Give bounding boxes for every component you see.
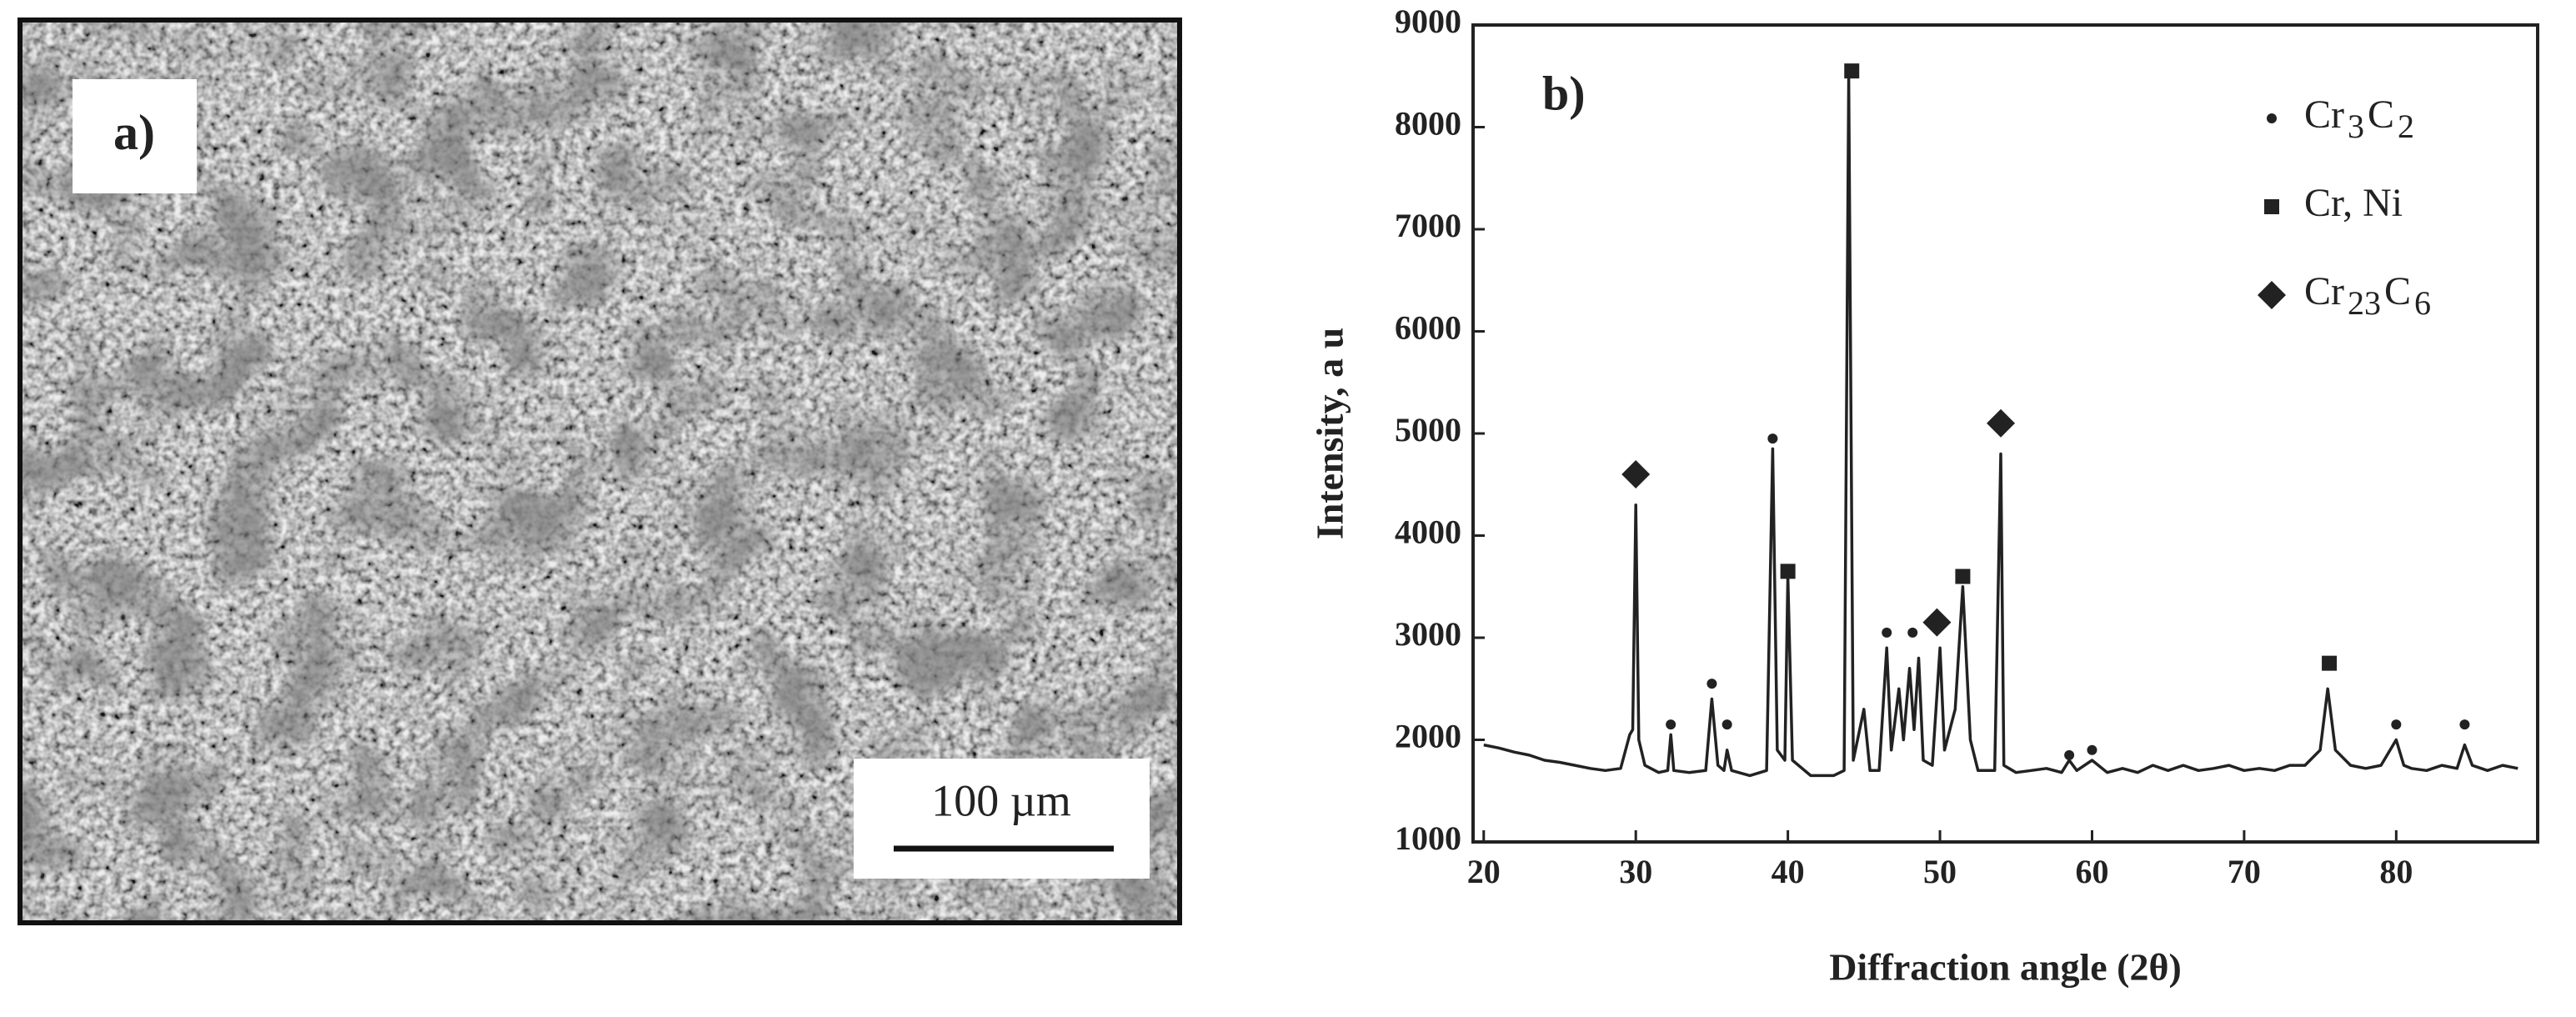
legend-subscript: 2 (2398, 108, 2414, 145)
legend-text: Cr, Ni (2304, 181, 2403, 225)
scale-bar-box (854, 759, 1150, 879)
peak-marker (1706, 679, 1717, 689)
x-tick-label: 20 (1467, 853, 1501, 890)
legend-text: Cr (2304, 269, 2344, 313)
peak-marker (2087, 744, 2097, 755)
panel-label: a) (113, 105, 155, 160)
y-tick-label: 1000 (1395, 819, 1461, 857)
peak-marker (1780, 564, 1796, 579)
x-tick-label: 40 (1772, 853, 1805, 890)
legend-marker (2258, 281, 2286, 309)
peak-marker (1907, 627, 1918, 638)
y-tick-label: 5000 (1395, 411, 1461, 448)
peak-marker (2322, 655, 2338, 671)
y-tick-label: 4000 (1395, 514, 1461, 551)
peak-marker (1767, 433, 1778, 444)
x-tick-label: 80 (2379, 853, 2413, 890)
legend-subscript: 6 (2414, 284, 2431, 322)
x-tick-label: 30 (1619, 853, 1652, 890)
peak-marker (1844, 63, 1860, 79)
legend-text: C (2384, 269, 2411, 313)
y-tick-label: 8000 (1395, 105, 1461, 143)
peak-marker (1987, 408, 2016, 438)
micrograph-panel: a) 100 µm (18, 18, 1182, 925)
peak-marker (2459, 719, 2470, 730)
x-tick-label: 50 (1923, 853, 1957, 890)
peak-marker (1882, 627, 1892, 638)
y-axis-label: Intensity, a u (1309, 328, 1351, 539)
legend-subscript: 3 (2348, 108, 2364, 145)
label-box (73, 79, 197, 193)
legend-label: Cr 3C 2 (2304, 93, 2414, 145)
peak-marker (2391, 719, 2402, 730)
peak-marker (1922, 608, 1952, 637)
x-axis-label: Diffraction angle (2θ) (1829, 946, 2182, 989)
micrograph-frame (18, 18, 1182, 925)
y-tick-label: 3000 (1395, 615, 1461, 653)
y-tick-label: 6000 (1395, 309, 1461, 347)
x-tick-label: 70 (2228, 853, 2261, 890)
legend-marker (2267, 113, 2277, 123)
legend-label: Cr 23C 6 (2304, 269, 2431, 322)
legend-label: Cr, Ni (2304, 181, 2403, 225)
peak-marker (1722, 719, 1732, 730)
y-tick-label: 2000 (1395, 718, 1461, 755)
peak-marker (2064, 749, 2075, 760)
scale-bar-label: 100 µm (931, 775, 1071, 825)
peak-marker (1666, 719, 1676, 730)
y-tick-label: 7000 (1395, 207, 1461, 244)
legend-marker (2264, 199, 2279, 214)
x-tick-label: 60 (2075, 853, 2108, 890)
legend-subscript: 23 (2348, 284, 2381, 322)
xrd-chart: 1000 2000 3000 4000 5000 6000 7000 8000 9000 20 30… (1309, 3, 2539, 989)
y-tick-label: 9000 (1395, 3, 1461, 40)
legend-text: Cr (2304, 93, 2344, 137)
xrd-pattern (1483, 74, 2518, 778)
peak-marker (1621, 460, 1651, 488)
peak-marker (1955, 569, 1971, 584)
legend-text: C (2368, 93, 2394, 137)
panel-label: b) (1542, 66, 1586, 120)
